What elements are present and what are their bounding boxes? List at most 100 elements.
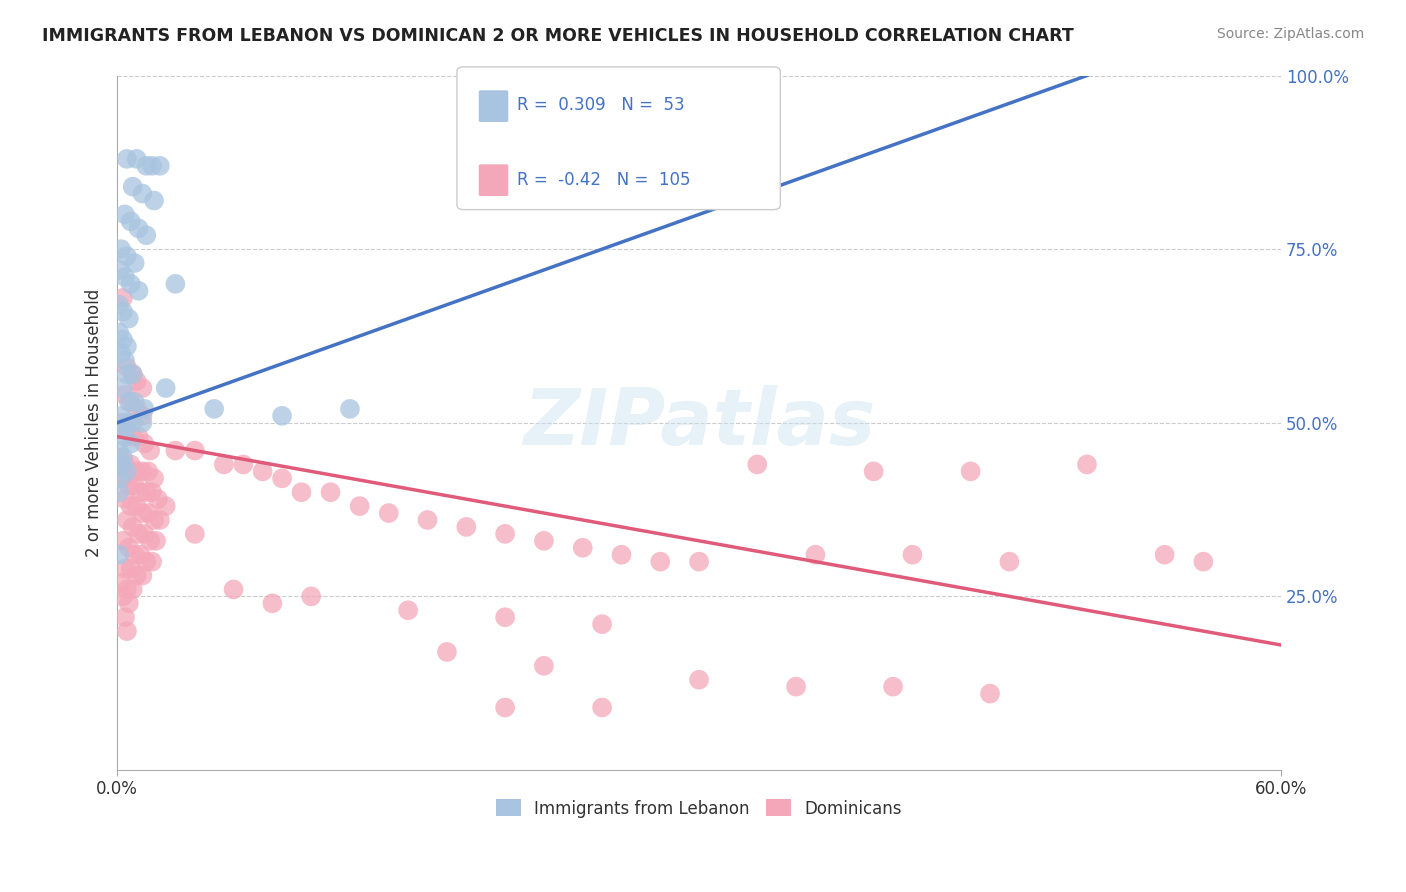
Point [108,443,131,458]
Point [128,284,150,298]
Point [165,277,187,291]
Point [149,513,172,527]
Point [139,443,162,458]
Point [125,499,148,513]
Point [135,159,157,173]
Point [124,256,146,270]
Point [108,326,131,340]
Point [146,492,169,507]
Point [571,541,593,555]
Point [128,221,150,235]
Point [377,506,399,520]
Point [121,430,143,444]
Point [688,673,710,687]
Point [111,450,134,465]
Point [120,436,142,450]
Point [115,416,138,430]
Point [120,214,142,228]
Point [129,485,152,500]
Point [125,464,148,478]
Point [184,527,207,541]
Text: IMMIGRANTS FROM LEBANON VS DOMINICAN 2 OR MORE VEHICLES IN HOUSEHOLD CORRELATION: IMMIGRANTS FROM LEBANON VS DOMINICAN 2 O… [42,27,1074,45]
Point [882,680,904,694]
Point [110,575,132,590]
Point [141,555,163,569]
Point [416,513,439,527]
Point [134,401,156,416]
Point [108,450,131,465]
Point [339,401,361,416]
Point [959,464,981,478]
Point [111,590,134,604]
Point [591,617,613,632]
Point [114,207,136,221]
Point [121,367,143,381]
Y-axis label: 2 or more Vehicles in Household: 2 or more Vehicles in Household [86,289,103,557]
Point [111,291,134,305]
Point [155,381,177,395]
Point [111,471,134,485]
Point [134,436,156,450]
Point [114,353,136,368]
Text: Source: ZipAtlas.com: Source: ZipAtlas.com [1216,27,1364,41]
Point [862,464,884,478]
Point [120,277,142,291]
Point [155,499,177,513]
Point [1192,555,1215,569]
Point [533,533,555,548]
Point [143,471,166,485]
Point [149,159,172,173]
Point [979,687,1001,701]
Point [494,527,516,541]
Point [114,269,136,284]
Point [998,555,1021,569]
Point [121,582,143,597]
Point [262,596,284,610]
Point [349,499,371,513]
Point [125,152,148,166]
Text: R =  -0.42   N =  105: R = -0.42 N = 105 [517,171,690,189]
Point [494,700,516,714]
Point [110,458,132,472]
Point [436,645,458,659]
Point [212,458,235,472]
Point [141,485,163,500]
Point [121,520,143,534]
Point [134,527,156,541]
Point [222,582,245,597]
Point [118,541,141,555]
Point [131,506,153,520]
Point [688,555,710,569]
Point [115,360,138,375]
Point [114,610,136,624]
Point [131,409,153,423]
Point [128,430,150,444]
Point [129,548,152,562]
Point [131,464,153,478]
Point [125,568,148,582]
Point [118,478,141,492]
Point [533,658,555,673]
Point [271,409,294,423]
Point [114,388,136,402]
Point [1153,548,1175,562]
Point [135,228,157,243]
Point [108,298,131,312]
Point [747,458,769,472]
Point [232,458,254,472]
Point [143,194,166,208]
Point [131,186,153,201]
Point [110,409,132,423]
Point [115,624,138,639]
Point [591,700,613,714]
Point [128,527,150,541]
Point [165,443,187,458]
Point [111,333,134,347]
Point [650,555,672,569]
Point [115,582,138,597]
Text: ZIPatlas: ZIPatlas [523,384,875,461]
Point [271,471,294,485]
Point [115,423,138,437]
Point [108,263,131,277]
Point [785,680,807,694]
